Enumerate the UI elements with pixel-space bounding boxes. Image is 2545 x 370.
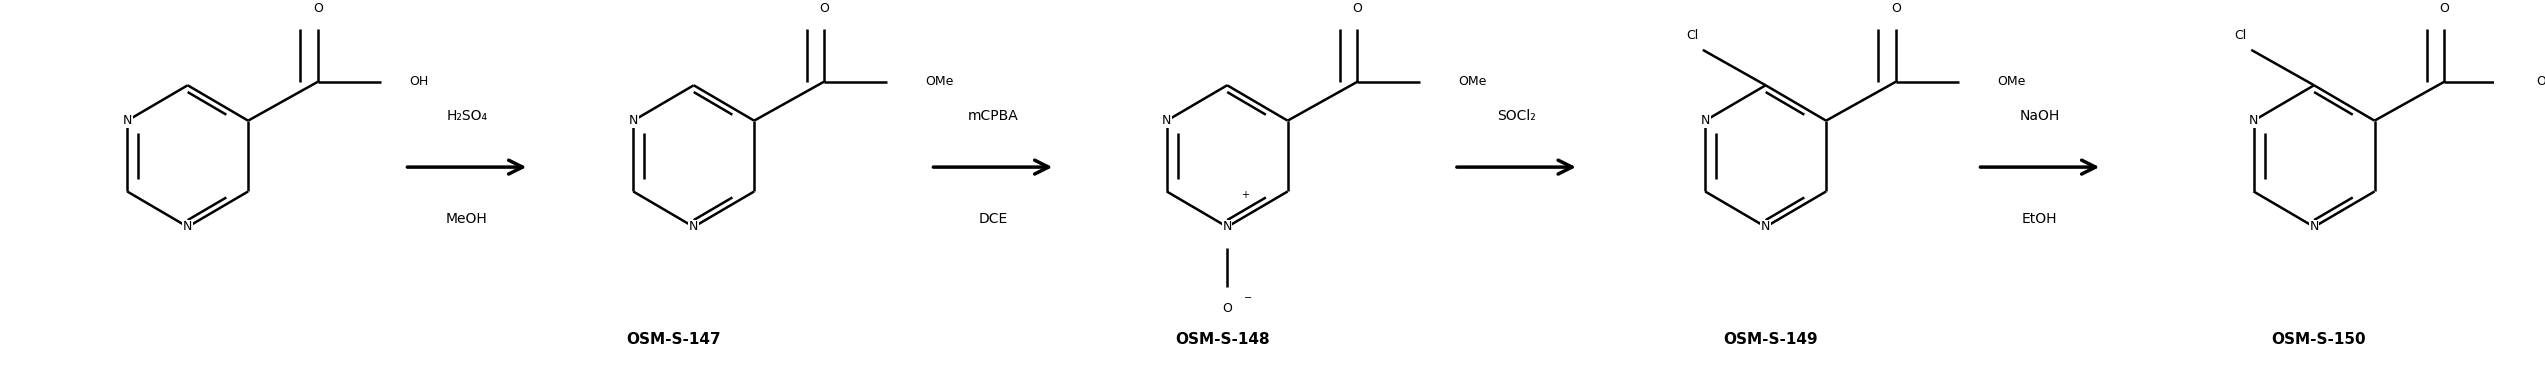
Text: OMe: OMe (1458, 75, 1486, 88)
Text: +: + (1239, 190, 1250, 200)
Text: O: O (819, 2, 830, 15)
Text: N: N (690, 221, 697, 233)
Text: N: N (2308, 221, 2318, 233)
Text: OH: OH (410, 75, 428, 88)
Text: N: N (183, 221, 193, 233)
Text: OSM-S-149: OSM-S-149 (1723, 332, 1817, 347)
Text: mCPBA: mCPBA (967, 109, 1018, 122)
Text: O: O (1351, 2, 1362, 15)
Text: NaOH: NaOH (2021, 109, 2059, 122)
Text: N: N (629, 114, 639, 127)
Text: O: O (1891, 2, 1901, 15)
Text: EtOH: EtOH (2023, 212, 2056, 226)
Text: −: − (1245, 293, 1252, 303)
Text: OH: OH (2535, 75, 2545, 88)
Text: OSM-S-148: OSM-S-148 (1176, 332, 1270, 347)
Text: OSM-S-150: OSM-S-150 (2273, 332, 2367, 347)
Text: O: O (313, 2, 323, 15)
Text: SOCl₂: SOCl₂ (1496, 109, 1535, 122)
Text: DCE: DCE (977, 212, 1008, 226)
Text: N: N (1222, 221, 1232, 233)
Text: Cl: Cl (2235, 29, 2247, 42)
Text: OMe: OMe (1998, 75, 2026, 88)
Text: N: N (1700, 114, 1710, 127)
Text: O: O (1222, 302, 1232, 315)
Text: N: N (1761, 221, 1771, 233)
Text: MeOH: MeOH (445, 212, 489, 226)
Text: OMe: OMe (924, 75, 954, 88)
Text: N: N (122, 114, 132, 127)
Text: OSM-S-147: OSM-S-147 (626, 332, 720, 347)
Text: Cl: Cl (1687, 29, 1698, 42)
Text: O: O (2441, 2, 2448, 15)
Text: N: N (1163, 114, 1171, 127)
Text: N: N (2250, 114, 2257, 127)
Text: H₂SO₄: H₂SO₄ (445, 109, 489, 122)
